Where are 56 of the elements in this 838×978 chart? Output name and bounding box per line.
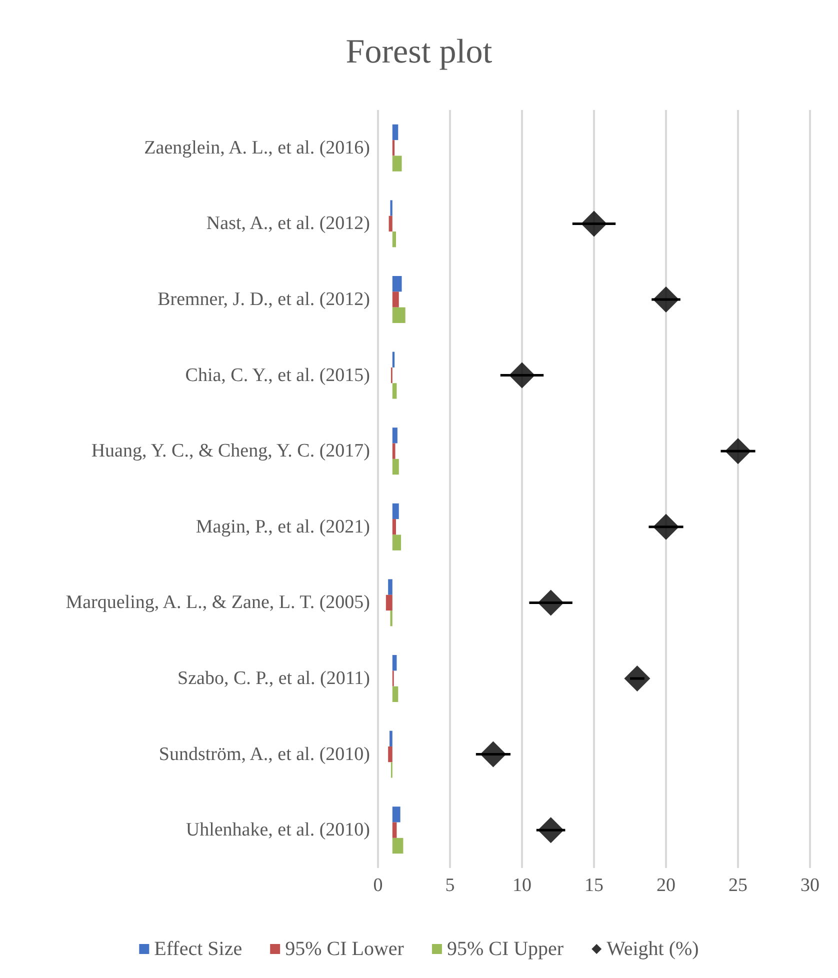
bar — [392, 156, 402, 172]
bar — [392, 140, 395, 156]
point — [653, 286, 679, 312]
y-tick-label: Szabo, C. P., et al. (2011) — [178, 668, 370, 689]
bar — [392, 519, 396, 535]
point — [480, 741, 506, 768]
bar — [392, 822, 397, 838]
legend-label: 95% CI Upper — [446, 938, 564, 960]
bar — [392, 428, 398, 444]
legend-label: 95% CI Lower — [285, 938, 404, 960]
x-tick-label: 20 — [656, 875, 676, 896]
x-tick-label: 30 — [800, 875, 820, 896]
chart-title: Forest plot — [346, 34, 493, 70]
bar — [392, 458, 399, 475]
y-tick-label: Sundström, A., et al. (2010) — [158, 744, 370, 765]
bar — [392, 443, 396, 459]
bar — [392, 232, 396, 248]
bar — [392, 838, 404, 854]
bar — [392, 383, 397, 399]
y-tick-label: Magin, P., et al. (2021) — [196, 516, 370, 538]
bar — [392, 534, 402, 550]
bar — [392, 352, 395, 368]
x-tick-label: 15 — [584, 875, 604, 896]
point — [581, 210, 607, 237]
point — [725, 438, 751, 464]
point — [538, 817, 564, 844]
bar — [392, 503, 399, 520]
bar — [390, 730, 392, 746]
x-tick-label: 5 — [445, 875, 455, 896]
legend-label: Weight (%) — [606, 938, 699, 960]
y-tick-label: Zaenglein, A. L., et al. (2016) — [144, 137, 370, 158]
bar — [388, 746, 392, 762]
bar — [388, 216, 392, 232]
bar — [392, 292, 399, 308]
legend-label: Effect Size — [154, 938, 242, 960]
bar — [392, 806, 400, 822]
point — [509, 362, 535, 388]
y-tick-label: Uhlenhake, et al. (2010) — [186, 820, 370, 841]
x-tick-label: 25 — [728, 875, 748, 896]
point — [538, 590, 564, 616]
point — [624, 666, 650, 692]
bar — [392, 655, 397, 671]
bar — [386, 594, 392, 611]
y-tick-label: Marqueling, A. L., & Zane, L. T. (2005) — [66, 592, 370, 614]
y-tick-label: Bremner, J. D., et al. (2012) — [158, 289, 370, 310]
x-tick-label: 0 — [373, 875, 383, 896]
bar — [392, 307, 406, 323]
x-tick-label: 10 — [512, 875, 532, 896]
y-tick-label: Huang, Y. C., & Cheng, Y. C. (2017) — [91, 440, 370, 462]
bar — [392, 124, 398, 140]
bar — [392, 276, 402, 292]
bar — [388, 579, 392, 595]
bar — [392, 686, 398, 702]
point — [653, 514, 679, 540]
y-tick-label: Nast, A., et al. (2012) — [206, 213, 370, 234]
y-tick-label: Chia, C. Y., et al. (2015) — [185, 364, 370, 386]
